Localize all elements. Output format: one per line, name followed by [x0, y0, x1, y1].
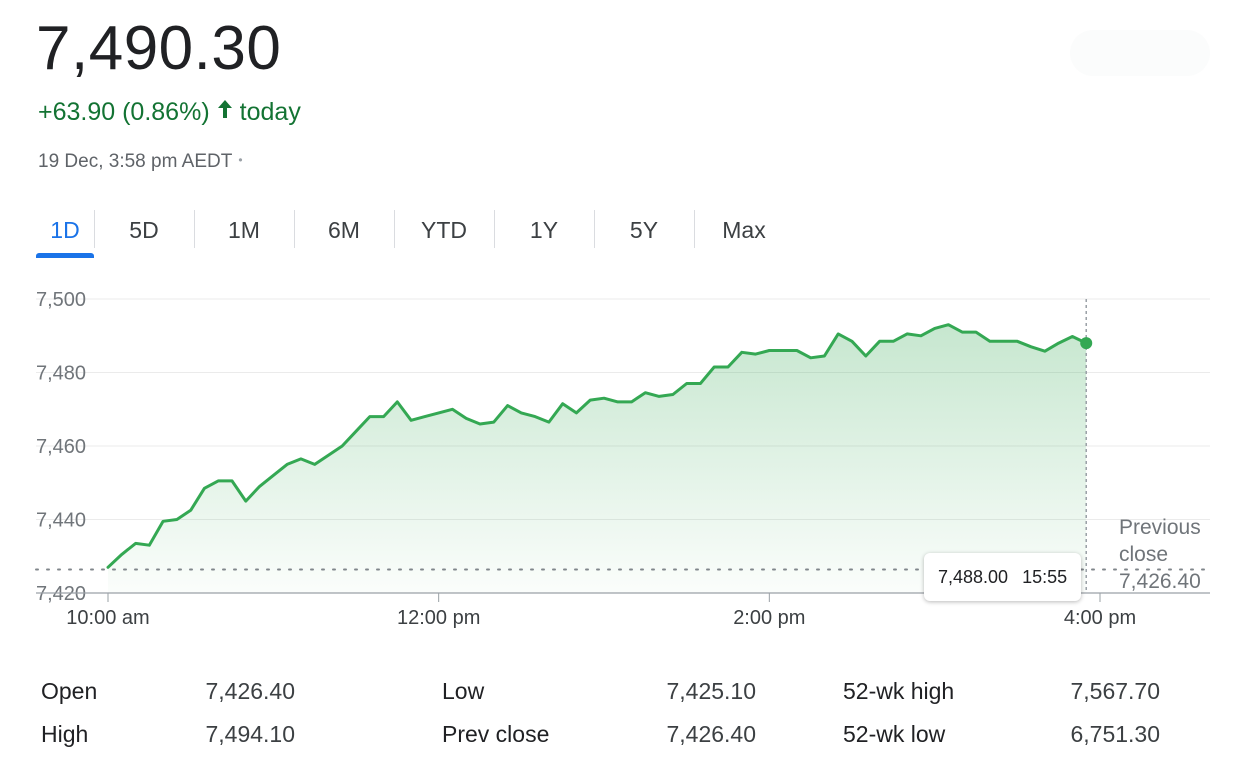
- y-tick-label: 7,440: [36, 510, 86, 532]
- y-tick-label: 7,480: [36, 363, 86, 385]
- tooltip-value: 7,488.00: [938, 566, 1009, 587]
- tooltip-time: 15:55: [1022, 566, 1068, 587]
- y-tick-label: 7,420: [36, 583, 86, 605]
- current-price: 7,490.30: [36, 14, 282, 83]
- stat-label-prev-close: Prev close: [442, 721, 550, 747]
- tab-1y[interactable]: 1Y: [494, 208, 594, 252]
- stat-value-52wk-low: 6,751.30: [1070, 721, 1160, 747]
- hover-marker: [1080, 337, 1093, 350]
- x-tick-label: 2:00 pm: [733, 607, 805, 629]
- previous-close-label: Previous close: [1119, 516, 1201, 566]
- tab-max[interactable]: Max: [694, 208, 794, 252]
- tab-6m[interactable]: 6M: [294, 208, 394, 252]
- stat-label-52wk-low: 52-wk low: [843, 721, 946, 747]
- stat-label-52wk-high: 52-wk high: [843, 678, 955, 704]
- price-area-fill: [108, 324, 1087, 593]
- previous-close-annotation: Previous close 7,426.40: [1119, 514, 1219, 595]
- y-tick-label: 7,500: [36, 289, 86, 311]
- price-change: +63.90 (0.86%) today: [38, 96, 301, 128]
- x-tick-label: 10:00 am: [66, 607, 149, 629]
- x-tick-label: 12:00 pm: [397, 607, 480, 629]
- stat-label-high: High: [41, 721, 89, 747]
- x-tick-label: 4:00 pm: [1064, 607, 1136, 629]
- stat-value-52wk-high: 7,567.70: [1070, 678, 1160, 704]
- hover-tooltip: 7,488.00 15:55: [924, 553, 1082, 601]
- y-tick-label: 7,460: [36, 436, 86, 458]
- quote-timestamp: 19 Dec, 3:58 pm AEDT •: [38, 150, 243, 175]
- previous-close-value: 7,426.40: [1119, 570, 1201, 593]
- stat-value-low: 7,425.10: [666, 678, 756, 704]
- stat-value-high: 7,494.10: [205, 721, 295, 747]
- stat-label-open: Open: [41, 678, 98, 704]
- separator-dot: •: [238, 153, 243, 167]
- tab-5d[interactable]: 5D: [94, 208, 194, 252]
- change-value: +63.90 (0.86%): [38, 98, 210, 126]
- tab-1m[interactable]: 1M: [194, 208, 294, 252]
- header-placeholder: [1070, 30, 1210, 76]
- arrow-up-icon: [216, 96, 234, 128]
- tab-1d[interactable]: 1D: [36, 208, 94, 258]
- timestamp-text: 19 Dec, 3:58 pm AEDT: [38, 151, 233, 172]
- range-tabs: 1D 5D 1M 6M YTD 1Y 5Y Max: [36, 208, 794, 258]
- stat-value-prev-close: 7,426.40: [666, 721, 756, 747]
- tab-5y[interactable]: 5Y: [594, 208, 694, 252]
- change-period: today: [239, 98, 301, 126]
- stat-value-open: 7,426.40: [205, 678, 295, 704]
- price-line: [106, 323, 1088, 569]
- tab-ytd[interactable]: YTD: [394, 208, 494, 252]
- stat-label-low: Low: [442, 678, 485, 704]
